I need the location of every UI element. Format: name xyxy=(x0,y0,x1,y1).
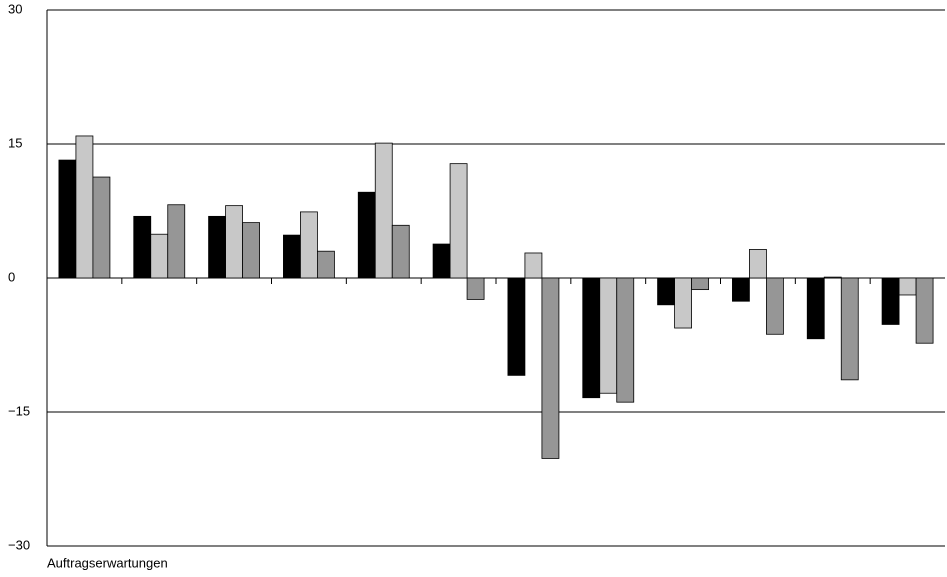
bar xyxy=(840,277,859,381)
bar xyxy=(582,277,601,399)
y-tick-label: 0 xyxy=(8,269,15,284)
bar xyxy=(300,211,318,279)
bar xyxy=(657,277,675,306)
bar xyxy=(749,249,767,279)
bar xyxy=(150,233,169,279)
bar xyxy=(167,204,186,279)
bar xyxy=(133,215,152,279)
bar xyxy=(823,276,842,279)
bar xyxy=(599,277,618,394)
y-tick-label: −30 xyxy=(8,537,30,552)
bar xyxy=(691,277,709,291)
bar xyxy=(449,163,468,279)
y-tick-label: −15 xyxy=(8,403,30,418)
bar xyxy=(208,215,226,279)
y-tick-label: 30 xyxy=(8,1,22,16)
bar xyxy=(806,277,825,340)
bar xyxy=(225,205,243,279)
bar xyxy=(92,176,111,279)
bar xyxy=(524,252,543,279)
y-tick-label: 15 xyxy=(8,135,22,150)
bar xyxy=(732,277,750,302)
bar xyxy=(317,250,335,279)
bar xyxy=(616,277,635,403)
bar xyxy=(541,277,560,459)
bar xyxy=(75,135,94,279)
bar xyxy=(391,224,410,279)
bar xyxy=(58,159,77,279)
bar xyxy=(766,277,784,335)
bar xyxy=(507,277,526,376)
bar xyxy=(242,222,260,279)
bar xyxy=(674,277,692,329)
bar xyxy=(881,277,900,325)
bar xyxy=(432,243,451,279)
bar xyxy=(915,277,934,344)
bar xyxy=(898,277,917,296)
bar xyxy=(283,234,301,279)
bar xyxy=(374,142,393,279)
bar xyxy=(466,277,485,300)
bar xyxy=(357,191,376,279)
x-axis-label: Auftragserwartungen xyxy=(47,555,168,570)
